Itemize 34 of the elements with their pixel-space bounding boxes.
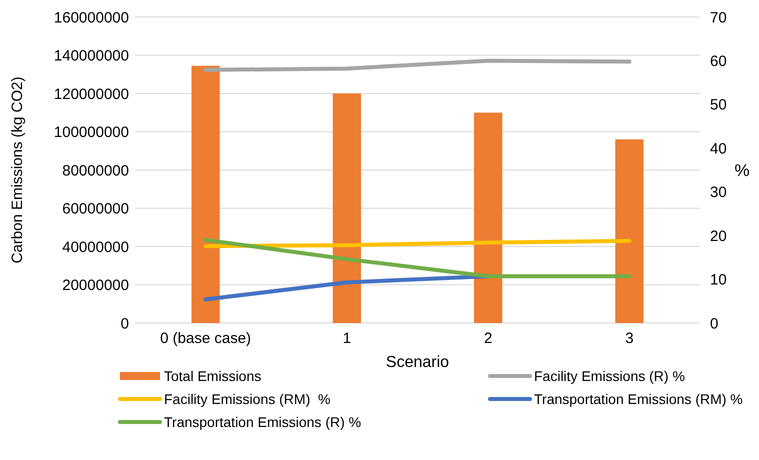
line-series bbox=[204, 58, 632, 72]
bar bbox=[192, 66, 220, 323]
legend-label: Transportation Emissions (RM) % bbox=[534, 390, 743, 407]
x-tick-label: 0 (base case) bbox=[160, 330, 252, 347]
y-axis-title: Carbon Emissions (kg CO2) bbox=[9, 76, 26, 264]
bar bbox=[332, 94, 361, 323]
y2-tick-label: 0 bbox=[710, 315, 718, 332]
y2-tick-label: 30 bbox=[710, 184, 727, 202]
y-tick-label: 160000000 bbox=[54, 9, 129, 26]
bar bbox=[615, 139, 644, 323]
legend-label: Total Emissions bbox=[164, 368, 262, 384]
y-tick-label: 60000000 bbox=[62, 200, 129, 218]
x-tick-label: 1 bbox=[342, 330, 352, 347]
y2-tick-label: 70 bbox=[710, 9, 727, 26]
y2-tick-label: 20 bbox=[710, 228, 727, 245]
y2-tick-label: 60 bbox=[710, 52, 727, 70]
legend-label: Transportation Emissions (R) % bbox=[164, 414, 362, 430]
y-tick-label: 40000000 bbox=[62, 238, 129, 256]
y-tick-label: 140000000 bbox=[54, 48, 129, 64]
bar bbox=[474, 112, 502, 323]
y2-tick-label: 10 bbox=[710, 272, 727, 289]
x-tick-label: 2 bbox=[484, 330, 492, 347]
legend-label: Facility Emissions (RM) % bbox=[164, 390, 330, 407]
y-tick-label: 80000000 bbox=[62, 162, 129, 180]
y2-tick-label: 40 bbox=[710, 140, 727, 158]
y-tick-label: 120000000 bbox=[54, 86, 129, 103]
x-tick-label: 3 bbox=[625, 330, 634, 347]
y2-tick-label: 50 bbox=[710, 96, 727, 114]
y2-axis-title: % bbox=[734, 160, 750, 180]
x-axis-title: Scenario bbox=[386, 354, 450, 371]
y-tick-label: 100000000 bbox=[54, 124, 129, 141]
y-tick-label: 20000000 bbox=[62, 277, 129, 294]
y-tick-label: 0 bbox=[120, 315, 129, 332]
legend-label: Facility Emissions (R) % bbox=[534, 368, 685, 384]
